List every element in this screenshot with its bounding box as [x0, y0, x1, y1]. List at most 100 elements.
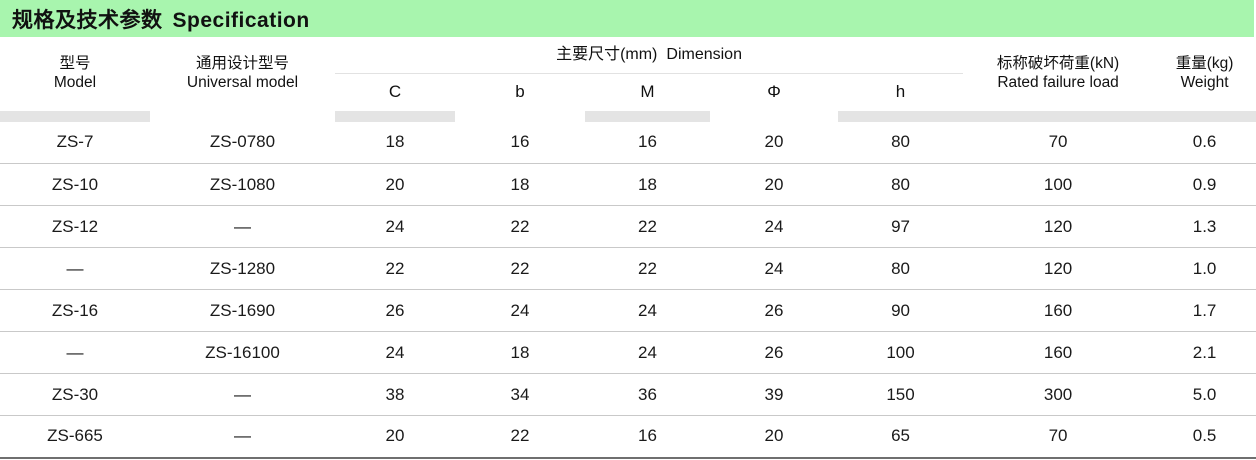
header-weight: 重量(kg) Weight [1153, 37, 1256, 111]
cell-model: ZS-16 [0, 289, 150, 332]
cell-universal: ZS-0780 [150, 121, 335, 164]
page-title-en: Specification [172, 8, 310, 32]
page-title-cn: 规格及技术参数 [12, 8, 163, 32]
cell-model: ZS-12 [0, 205, 150, 248]
section-title-bar: 规格及技术参数 Specification [0, 0, 1254, 37]
cell-m: 22 [585, 247, 710, 290]
cell-c: 20 [335, 415, 455, 459]
cell-m: 16 [585, 415, 710, 459]
table-row: — ZS-1280 22 22 22 24 80 120 1.0 [0, 247, 1256, 290]
header-row-group: 型号 Model 通用设计型号 Universal model 主要尺寸(mm)… [0, 37, 1256, 91]
header-model-cn: 型号 [59, 54, 91, 72]
header-col-h: h [838, 73, 964, 111]
cell-b: 22 [455, 247, 585, 290]
header-model: 型号 Model [0, 37, 150, 111]
cell-weight: 5.0 [1153, 373, 1256, 416]
cell-load: 70 [963, 121, 1154, 164]
cell-universal: ZS-1280 [150, 247, 335, 290]
band-gap-2 [455, 110, 585, 122]
cell-h: 97 [838, 205, 964, 248]
band-gap-1 [150, 110, 335, 122]
header-model-en: Model [53, 73, 97, 91]
table-row: ZS-30 — 38 34 36 39 150 300 5.0 [0, 373, 1256, 416]
cell-h: 80 [838, 247, 964, 290]
band-gap-3 [710, 110, 838, 122]
band-segment-model [0, 110, 150, 122]
cell-c: 20 [335, 163, 455, 206]
header-col-phi: Φ [710, 73, 838, 111]
cell-h: 90 [838, 289, 964, 332]
cell-weight: 1.7 [1153, 289, 1256, 332]
header-rated-failure-load: 标称破坏荷重(kN) Rated failure load [963, 37, 1153, 111]
cell-c: 26 [335, 289, 455, 332]
cell-phi: 24 [710, 247, 838, 290]
cell-m: 24 [585, 289, 710, 332]
cell-load: 300 [963, 373, 1154, 416]
header-dimension-group-cn: 主要尺寸(mm) [556, 46, 658, 63]
cell-b: 18 [455, 331, 585, 374]
cell-b: 34 [455, 373, 585, 416]
cell-universal: — [150, 205, 335, 248]
cell-weight: 0.9 [1153, 163, 1256, 206]
cell-h: 100 [838, 331, 964, 374]
cell-weight: 1.3 [1153, 205, 1256, 248]
header-col-c: C [335, 73, 455, 111]
cell-weight: 1.0 [1153, 247, 1256, 290]
table-row: ZS-7 ZS-0780 18 16 16 20 80 70 0.6 [0, 121, 1256, 164]
cell-m: 36 [585, 373, 710, 416]
header-row-dimension-cols: C b M Φ h [0, 73, 1256, 111]
table-row: ZS-665 — 20 22 16 20 65 70 0.5 [0, 415, 1256, 459]
header-dimension-group-en: Dimension [666, 46, 742, 63]
cell-load: 120 [963, 247, 1154, 290]
cell-weight: 2.1 [1153, 331, 1256, 374]
cell-phi: 24 [710, 205, 838, 248]
cell-b: 18 [455, 163, 585, 206]
header-weight-cn: 重量(kg) [1175, 54, 1234, 72]
band-segment-universal [335, 110, 455, 122]
cell-phi: 20 [710, 415, 838, 459]
specification-table: 型号 Model 通用设计型号 Universal model 主要尺寸(mm)… [0, 37, 1256, 459]
cell-universal: ZS-1690 [150, 289, 335, 332]
cell-h: 80 [838, 121, 964, 164]
cell-model: ZS-10 [0, 163, 150, 206]
band-segment-weight [1153, 110, 1256, 122]
cell-m: 22 [585, 205, 710, 248]
cell-model: ZS-665 [0, 415, 150, 459]
cell-load: 160 [963, 331, 1154, 374]
header-dimension-group: 主要尺寸(mm) Dimension [335, 37, 963, 74]
cell-b: 24 [455, 289, 585, 332]
cell-c: 38 [335, 373, 455, 416]
cell-c: 24 [335, 205, 455, 248]
cell-c: 22 [335, 247, 455, 290]
cell-m: 18 [585, 163, 710, 206]
table-row: ZS-12 — 24 22 22 24 97 120 1.3 [0, 205, 1256, 248]
table-header: 型号 Model 通用设计型号 Universal model 主要尺寸(mm)… [0, 37, 1256, 122]
cell-load: 120 [963, 205, 1154, 248]
cell-universal: — [150, 415, 335, 459]
header-separator-band [0, 110, 1256, 122]
cell-model: — [0, 331, 150, 374]
table-row: — ZS-16100 24 18 24 26 100 160 2.1 [0, 331, 1256, 374]
cell-phi: 20 [710, 121, 838, 164]
cell-load: 70 [963, 415, 1154, 459]
cell-b: 22 [455, 205, 585, 248]
cell-model: — [0, 247, 150, 290]
cell-b: 16 [455, 121, 585, 164]
cell-c: 18 [335, 121, 455, 164]
cell-phi: 26 [710, 289, 838, 332]
table-row: ZS-16 ZS-1690 26 24 24 26 90 160 1.7 [0, 289, 1256, 332]
cell-h: 80 [838, 163, 964, 206]
band-segment-dim-a [585, 110, 710, 122]
cell-h: 150 [838, 373, 964, 416]
cell-load: 160 [963, 289, 1154, 332]
cell-model: ZS-30 [0, 373, 150, 416]
cell-universal: ZS-16100 [150, 331, 335, 374]
cell-universal: — [150, 373, 335, 416]
header-universal-model-cn: 通用设计型号 [195, 54, 289, 72]
cell-phi: 20 [710, 163, 838, 206]
header-universal-model: 通用设计型号 Universal model [150, 37, 335, 111]
cell-m: 16 [585, 121, 710, 164]
cell-m: 24 [585, 331, 710, 374]
cell-c: 24 [335, 331, 455, 374]
